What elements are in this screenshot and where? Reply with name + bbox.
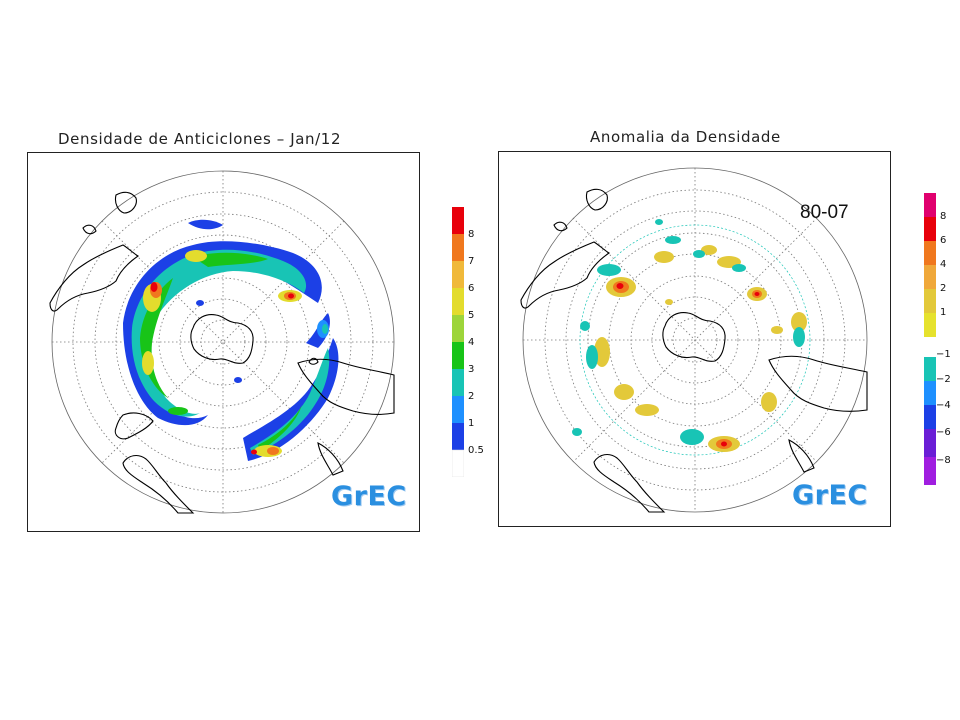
- left-graticule: [51, 170, 395, 514]
- left-cb-label-5: 5: [468, 310, 475, 321]
- right-cb-swatch: [924, 289, 936, 313]
- right-cb-swatch: [924, 457, 936, 485]
- left-grec-logo: GrEC: [331, 481, 407, 512]
- left-cb-swatch: [451, 449, 465, 478]
- right-cb-label-neg1: −1: [936, 349, 951, 360]
- right-colorbar-swatches: [924, 193, 936, 485]
- left-cb-swatch: [452, 423, 464, 450]
- right-panel-title: Anomalia da Densidade: [590, 128, 781, 146]
- left-cb-label-4: 4: [468, 337, 475, 348]
- right-cb-label-4: 4: [940, 259, 947, 270]
- right-cb-label-2: 2: [940, 283, 947, 294]
- left-panel-title: Densidade de Anticiclones – Jan/12: [58, 130, 342, 148]
- right-anomaly-fields: [572, 219, 811, 456]
- right-cb-swatch: [924, 429, 936, 457]
- right-cb-label-neg8: −8: [936, 455, 951, 466]
- right-cb-swatch: [924, 217, 936, 241]
- left-cb-label-0-5: 0.5: [468, 445, 484, 456]
- right-cb-swatch: [924, 241, 936, 265]
- right-cb-swatch: [924, 265, 936, 289]
- right-cb-swatch: [924, 313, 936, 337]
- right-cb-label-1: 1: [940, 307, 947, 318]
- right-cb-swatch: [924, 357, 936, 381]
- left-cb-label-3: 3: [468, 364, 475, 375]
- right-cb-swatch: [924, 405, 936, 429]
- right-cb-swatch: [924, 381, 936, 405]
- right-polar-map: [520, 167, 868, 513]
- left-colorbar-swatches: [451, 207, 465, 478]
- left-map: [27, 152, 420, 532]
- right-cb-label-8: 8: [940, 211, 947, 222]
- left-density-ring: [123, 219, 339, 461]
- left-cb-swatch: [452, 396, 464, 423]
- right-cb-label-6: 6: [940, 235, 947, 246]
- left-cb-label-7: 7: [468, 256, 475, 267]
- left-cb-label-2: 2: [468, 391, 475, 402]
- left-coastlines: [49, 191, 395, 514]
- left-polar-map: [49, 170, 395, 514]
- left-cb-swatch: [452, 369, 464, 396]
- period-label: 80-07: [800, 202, 849, 223]
- right-grec-logo: GrEC: [792, 480, 868, 511]
- right-coastlines: [520, 188, 868, 513]
- left-colorbar: [451, 207, 465, 478]
- right-cb-swatch: [924, 337, 936, 357]
- right-cb-label-neg4: −4: [936, 400, 951, 411]
- right-cb-label-neg6: −6: [936, 427, 951, 438]
- left-cb-swatch: [452, 234, 464, 261]
- left-cb-swatch: [452, 261, 464, 288]
- left-cb-swatch: [452, 207, 464, 234]
- left-cb-label-8: 8: [468, 229, 475, 240]
- left-cb-swatch: [452, 288, 464, 315]
- left-cb-label-1: 1: [468, 418, 475, 429]
- right-cb-label-neg2: −2: [936, 374, 951, 385]
- right-colorbar: [924, 193, 936, 485]
- left-cb-swatch: [452, 342, 464, 369]
- right-cb-swatch: [924, 193, 936, 217]
- left-cb-label-6: 6: [468, 283, 475, 294]
- right-map: 80-07: [498, 151, 891, 527]
- left-cb-swatch: [452, 315, 464, 342]
